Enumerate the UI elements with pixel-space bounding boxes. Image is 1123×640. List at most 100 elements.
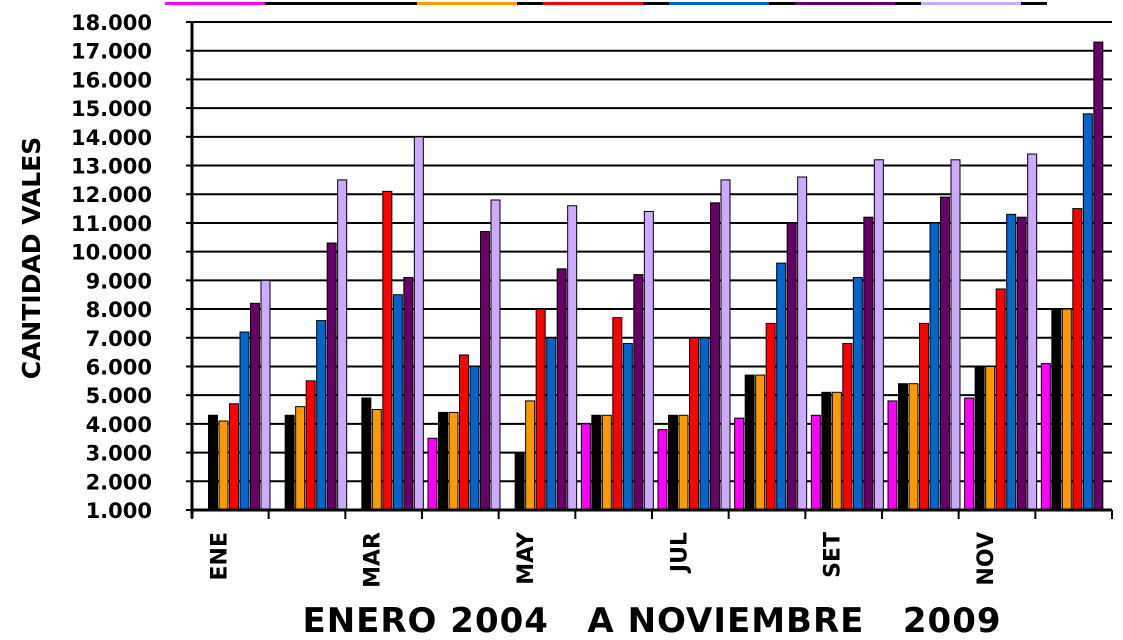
bar-oct-s3 bbox=[908, 383, 919, 511]
y-tick-label-8: 9.000 bbox=[86, 269, 152, 293]
x-tick-label-set: SET bbox=[821, 532, 846, 578]
bar-feb-s6 bbox=[326, 242, 337, 511]
x-tick-label-nov: NOV bbox=[974, 532, 999, 586]
bar-jun-s3 bbox=[601, 414, 612, 511]
bar-may-s2 bbox=[514, 452, 525, 511]
y-tick-label-5: 6.000 bbox=[86, 355, 152, 379]
legend-swatch-2 bbox=[291, 2, 391, 5]
y-tick-label-12: 13.000 bbox=[71, 155, 152, 179]
bar-jul-s5 bbox=[699, 337, 710, 511]
bar-ago-s1 bbox=[734, 417, 745, 511]
bar-may-s5 bbox=[546, 337, 557, 511]
bar-mar-s6 bbox=[403, 276, 414, 511]
legend-swatch-4 bbox=[543, 2, 643, 5]
y-tick-label-0: 1.000 bbox=[86, 499, 152, 523]
bar-nov-s4 bbox=[995, 288, 1006, 511]
bar-abr-s5 bbox=[469, 365, 480, 511]
legend-divider-7 bbox=[1021, 2, 1047, 5]
bar-jun-s5 bbox=[622, 343, 633, 511]
bar-set-s6 bbox=[863, 216, 874, 511]
bar-ene-s6 bbox=[250, 302, 260, 511]
y-tick-label-11: 12.000 bbox=[71, 183, 152, 207]
bar-mar-s5 bbox=[392, 294, 403, 511]
bar-nov-s5 bbox=[1006, 213, 1017, 511]
bar-set-s1 bbox=[810, 414, 821, 511]
x-axis-title: ENERO 2004 A NOVIEMBRE 2009 bbox=[302, 601, 1001, 640]
bar-set-s2 bbox=[821, 391, 832, 511]
x-tick-label-jul: JUL bbox=[667, 532, 692, 574]
bar-oct-s4 bbox=[919, 322, 929, 511]
bar-jun-s7 bbox=[643, 210, 654, 511]
bar-set-s7 bbox=[873, 159, 884, 511]
legend-divider-3 bbox=[517, 2, 543, 5]
bar-abr-s7 bbox=[490, 199, 501, 511]
bar-oct-s1 bbox=[887, 400, 898, 511]
bar-nov-s3 bbox=[985, 365, 996, 511]
legend-divider-5 bbox=[769, 2, 795, 5]
bar-may-s6 bbox=[556, 268, 567, 511]
bar-mar-s2 bbox=[361, 397, 372, 511]
bar-oct-s5 bbox=[929, 222, 940, 511]
legend-divider-4 bbox=[643, 2, 669, 5]
bar-set-s4 bbox=[842, 343, 853, 511]
y-tick-label-3: 4.000 bbox=[86, 413, 152, 437]
bar-set-s5 bbox=[852, 276, 863, 511]
bar-jul-s1 bbox=[657, 429, 668, 511]
y-tick-label-17: 18.000 bbox=[71, 11, 152, 35]
legend-swatch-6 bbox=[795, 2, 895, 5]
legend-divider-2 bbox=[391, 2, 417, 5]
bar-nov-s6 bbox=[1016, 216, 1027, 511]
x-tick-label-may: MAY bbox=[514, 531, 539, 585]
bar-may-s4 bbox=[535, 308, 546, 511]
y-tick-label-6: 7.000 bbox=[86, 327, 152, 351]
y-tick-label-10: 11.000 bbox=[71, 212, 152, 236]
y-tick-label-15: 16.000 bbox=[71, 68, 152, 92]
y-tick-labels: 1.000 2.000 3.000 4.000 5.000 6.000 7.000 8.000… bbox=[71, 11, 152, 523]
bar-may-s7 bbox=[567, 205, 578, 511]
bar-feb-s4 bbox=[305, 380, 316, 511]
y-tick-label-9: 10.000 bbox=[71, 241, 152, 265]
bar-set-s3 bbox=[831, 391, 842, 511]
bar-mar-s4 bbox=[382, 190, 393, 511]
legend-swatch-5 bbox=[669, 2, 769, 5]
bar-ene-s4 bbox=[229, 403, 239, 511]
bar-jul-s3 bbox=[678, 414, 689, 511]
bar-feb-s5 bbox=[316, 320, 327, 511]
legend-swatch-1 bbox=[165, 2, 265, 5]
legend-divider-6 bbox=[895, 2, 921, 5]
bar-mar-s3 bbox=[371, 409, 382, 511]
bar-abr-s1 bbox=[427, 437, 438, 511]
bar-dic-s5 bbox=[1082, 113, 1093, 511]
y-tick-label-2: 3.000 bbox=[86, 442, 152, 466]
y-tick-label-13: 14.000 bbox=[71, 126, 152, 150]
bar-ago-s5 bbox=[776, 262, 787, 511]
bar-oct-s7 bbox=[950, 159, 961, 511]
bar-oct-s2 bbox=[898, 383, 908, 511]
y-tick-label-7: 8.000 bbox=[86, 298, 152, 322]
legend-divider-1 bbox=[265, 2, 291, 5]
bar-nov-s1 bbox=[964, 397, 975, 511]
y-tick-label-1: 2.000 bbox=[86, 470, 152, 494]
legend bbox=[165, 2, 1047, 5]
bar-mar-s7 bbox=[413, 136, 424, 511]
bar-dic-s3 bbox=[1061, 308, 1072, 511]
y-tick-label-4: 5.000 bbox=[86, 384, 152, 408]
bar-ago-s2 bbox=[744, 374, 755, 511]
bar-feb-s3 bbox=[295, 406, 306, 511]
bar-nov-s2 bbox=[974, 365, 985, 511]
x-tick-labels: ENE MAR MAY JUL SET NOV bbox=[207, 531, 999, 588]
bar-oct-s6 bbox=[940, 196, 950, 511]
bar-dic-s1 bbox=[1040, 363, 1051, 511]
bar-nov-s7 bbox=[1027, 153, 1038, 511]
y-axis-title: CANTIDAD VALES bbox=[17, 137, 46, 380]
bar-ago-s3 bbox=[755, 374, 766, 511]
bar-jul-s6 bbox=[710, 202, 720, 511]
bar-feb-s2 bbox=[284, 414, 295, 511]
bar-feb-s7 bbox=[337, 179, 348, 511]
bar-dic-s6 bbox=[1093, 41, 1104, 511]
legend-swatch-3 bbox=[417, 2, 517, 5]
bar-abr-s3 bbox=[448, 411, 459, 511]
axes bbox=[186, 21, 1113, 519]
x-tick-label-ene: ENE bbox=[207, 532, 232, 580]
